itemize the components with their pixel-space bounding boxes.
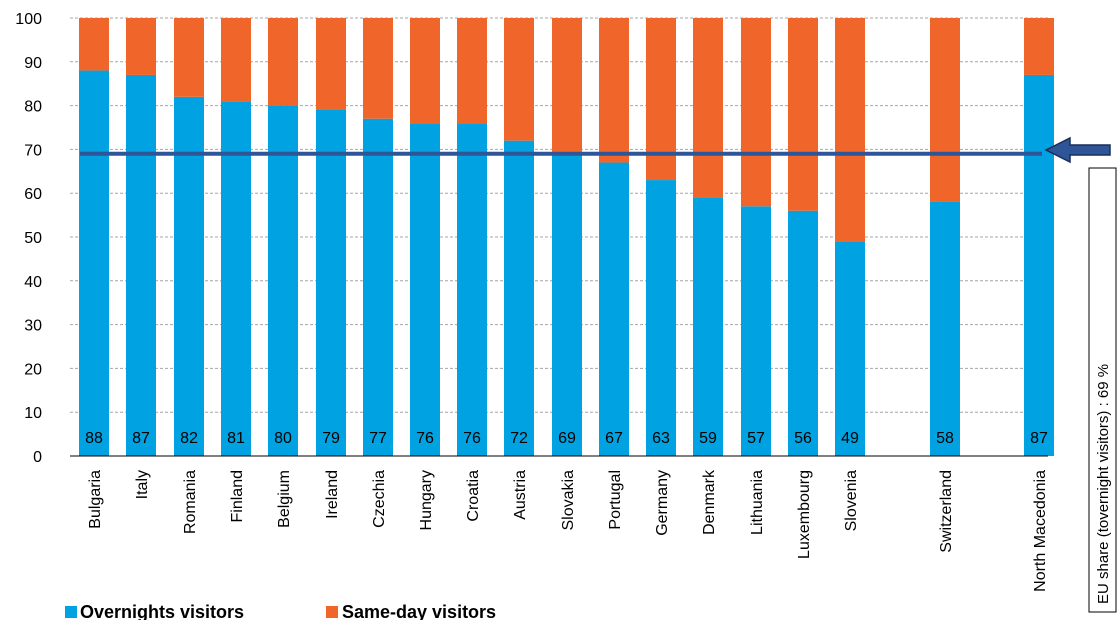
y-tick-label: 90 — [24, 55, 42, 72]
data-label: 58 — [936, 430, 954, 447]
bar-same-day — [788, 18, 818, 211]
x-tick-label: Belgium — [276, 470, 293, 528]
data-label: 67 — [605, 430, 623, 447]
bar-same-day — [221, 18, 251, 102]
y-axis: 0 10 20 30 40 50 60 70 80 90 100 — [15, 11, 1048, 466]
data-label: 49 — [841, 430, 859, 447]
bar-overnight — [363, 118, 393, 457]
x-tick-label: Slovakia — [560, 470, 577, 531]
data-label: 72 — [510, 430, 528, 447]
bar-overnight — [316, 109, 346, 456]
bar-overnight — [788, 210, 818, 456]
bar-overnight — [646, 180, 676, 456]
bar-same-day — [741, 18, 771, 207]
x-tick-label: Lithuania — [749, 470, 766, 535]
x-tick-label: Ireland — [324, 470, 341, 519]
bar-same-day — [126, 18, 156, 75]
data-label: 77 — [369, 430, 387, 447]
data-label: 69 — [558, 430, 576, 447]
x-tick-label: Luxembourg — [796, 470, 813, 559]
bar-same-day — [599, 18, 629, 163]
bar-same-day — [504, 18, 534, 141]
x-tick-label: Czechia — [371, 470, 388, 528]
bar-same-day — [1024, 18, 1054, 75]
data-label: 63 — [652, 430, 670, 447]
bar-overnight — [599, 162, 629, 457]
data-label: 59 — [699, 430, 717, 447]
bar-overnight — [693, 197, 723, 456]
bar-overnight — [126, 74, 156, 456]
bar-overnight — [835, 241, 865, 456]
bar-same-day — [835, 18, 865, 242]
data-label: 87 — [1030, 430, 1048, 447]
y-tick-label: 50 — [24, 230, 42, 247]
x-tick-label: North Macedonia — [1032, 470, 1049, 592]
legend-swatch-overnight — [65, 606, 77, 618]
data-label: 87 — [132, 430, 150, 447]
bar-overnight — [457, 123, 487, 457]
annotation-text: EU share (tovernight visitors) : 69 % — [1095, 364, 1112, 604]
x-tick-label: Germany — [654, 470, 671, 536]
data-label: 76 — [416, 430, 434, 447]
data-label: 79 — [322, 430, 340, 447]
bar-same-day — [174, 18, 204, 97]
bar-overnight — [221, 101, 251, 456]
data-label: 81 — [227, 430, 245, 447]
bar-same-day — [363, 18, 393, 119]
legend: Overnights visitors Same-day visitors — [65, 602, 496, 620]
bar-overnight — [552, 153, 582, 456]
x-tick-label: Austria — [512, 470, 529, 520]
bar-same-day — [457, 18, 487, 124]
x-tick-label: Romania — [182, 470, 199, 534]
bar-same-day — [693, 18, 723, 198]
x-tick-label: Denmark — [701, 469, 718, 535]
x-tick-label: Italy — [134, 470, 151, 499]
bar-same-day — [552, 18, 582, 154]
x-tick-label: Bulgaria — [87, 470, 104, 529]
legend-label-overnight: Overnights visitors — [80, 602, 244, 620]
x-tick-label: Croatia — [465, 470, 482, 522]
x-tick-label: Switzerland — [938, 470, 955, 553]
bar-overnight — [174, 96, 204, 456]
x-tick-label: Slovenia — [843, 470, 860, 531]
y-tick-label: 20 — [24, 361, 42, 378]
bar-same-day — [79, 18, 109, 71]
annotation-box — [1088, 167, 1117, 613]
y-tick-label: 60 — [24, 186, 42, 203]
bar-overnight — [504, 140, 534, 456]
data-label: 56 — [794, 430, 812, 447]
bar-overnight — [741, 206, 771, 456]
x-tick-label: Portugal — [607, 470, 624, 530]
x-tick-label: Hungary — [418, 470, 435, 530]
data-label: 57 — [747, 430, 765, 447]
legend-swatch-sameday — [326, 606, 338, 618]
y-tick-label: 30 — [24, 318, 42, 335]
bar-same-day — [316, 18, 346, 110]
x-tick-label: Finland — [229, 470, 246, 522]
data-labels: 88 87 82 81 80 79 77 76 76 72 69 67 63 59 57 56 49 58 87 — [85, 430, 1048, 447]
data-label: 82 — [180, 430, 198, 447]
bar-overnight — [930, 201, 960, 456]
data-label: 88 — [85, 430, 103, 447]
data-label: 76 — [463, 430, 481, 447]
y-tick-label: 0 — [33, 449, 42, 466]
eu-share-annotation: EU share (tovernight visitors) : 69 % — [1088, 167, 1117, 613]
bar-overnight — [79, 70, 109, 456]
y-tick-label: 70 — [24, 142, 42, 159]
y-tick-label: 10 — [24, 405, 42, 422]
bar-same-day — [930, 18, 960, 202]
bar-same-day — [268, 18, 298, 106]
legend-label-sameday: Same-day visitors — [342, 602, 496, 620]
bar-overnight — [410, 123, 440, 457]
bar-overnight — [268, 105, 298, 456]
y-tick-label: 80 — [24, 99, 42, 116]
x-axis: Bulgaria Italy Romania Finland Belgium Irelan… — [87, 469, 1049, 592]
bar-same-day — [410, 18, 440, 124]
data-label: 80 — [274, 430, 292, 447]
bar-overnight — [1024, 74, 1054, 456]
y-tick-label: 100 — [15, 11, 42, 28]
y-tick-label: 40 — [24, 274, 42, 291]
arrow-left-icon — [1044, 136, 1111, 164]
